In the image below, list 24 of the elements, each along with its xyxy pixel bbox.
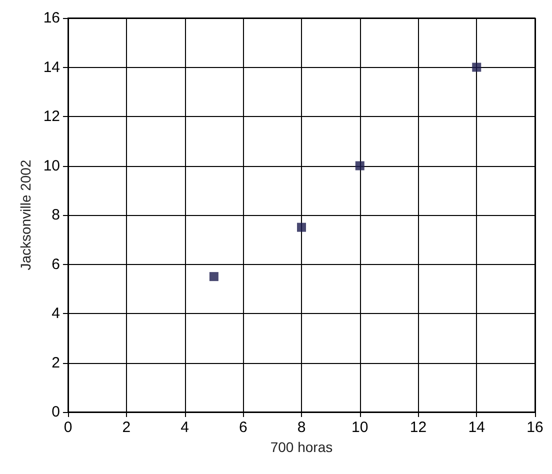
x-tick-label: 10	[352, 419, 368, 436]
y-tick-label: 2	[52, 354, 60, 372]
y-tick-label: 12	[43, 108, 60, 125]
x-tick-label: 4	[180, 419, 189, 436]
y-axis-title: Jacksonville 2002	[17, 160, 34, 270]
y-tick-label: 8	[52, 206, 60, 224]
y-tick-label: 4	[52, 305, 60, 322]
point	[355, 161, 364, 170]
x-axis-title: 700 horas	[270, 439, 333, 455]
y-tick-label: 14	[43, 58, 60, 76]
x-tick-label: 12	[410, 419, 427, 436]
x-tick-label: 14	[468, 419, 485, 436]
y-tick-label: 6	[52, 256, 60, 273]
y-tick-label: 0	[52, 404, 60, 420]
x-tick-label: 2	[122, 419, 131, 436]
point	[297, 222, 306, 232]
x-tick-label: 8	[297, 419, 306, 436]
x-tick-label: 16	[526, 419, 544, 436]
point	[472, 62, 482, 72]
x-tick-label: 6	[238, 419, 248, 436]
y-tick-label: 10	[43, 157, 60, 174]
x-tick-label: 0	[64, 419, 72, 436]
y-tick-label: 16	[43, 10, 60, 26]
point	[209, 272, 218, 282]
